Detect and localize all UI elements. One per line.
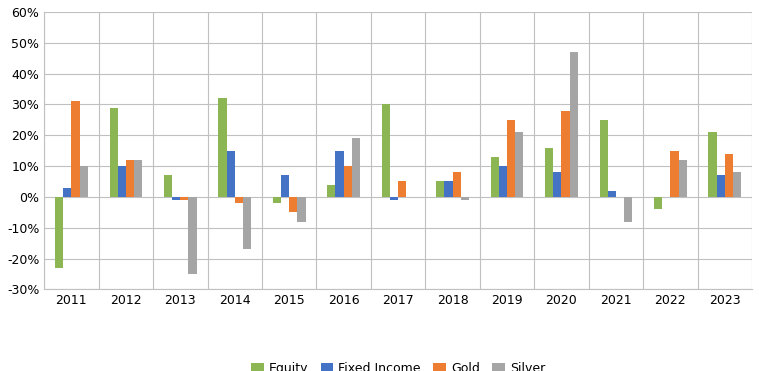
Bar — [515, 132, 524, 197]
Bar — [725, 154, 733, 197]
Bar — [600, 120, 608, 197]
Bar — [164, 175, 172, 197]
Bar — [452, 172, 461, 197]
Bar — [390, 197, 398, 200]
Bar — [733, 172, 742, 197]
Bar — [118, 166, 126, 197]
Bar — [134, 160, 142, 197]
Bar — [344, 166, 352, 197]
Bar — [679, 160, 687, 197]
Bar — [71, 101, 80, 197]
Bar — [670, 151, 679, 197]
Bar — [382, 104, 390, 197]
Bar — [507, 120, 515, 197]
Bar — [461, 197, 469, 200]
Bar — [499, 166, 507, 197]
Bar — [335, 151, 344, 197]
Bar — [63, 188, 71, 197]
Bar — [235, 197, 243, 203]
Bar — [188, 197, 197, 274]
Bar — [227, 151, 235, 197]
Bar — [273, 197, 281, 203]
Bar — [80, 166, 88, 197]
Bar — [352, 138, 360, 197]
Bar — [445, 181, 452, 197]
Bar — [281, 175, 289, 197]
Bar — [219, 98, 227, 197]
Bar — [654, 197, 662, 209]
Bar — [608, 191, 616, 197]
Bar — [553, 172, 562, 197]
Bar — [327, 184, 335, 197]
Bar — [289, 197, 298, 212]
Bar — [181, 197, 188, 200]
Bar — [562, 111, 570, 197]
Bar — [436, 181, 445, 197]
Bar — [243, 197, 251, 249]
Bar — [708, 132, 716, 197]
Bar — [109, 108, 118, 197]
Bar — [624, 197, 632, 221]
Legend: Equity, Fixed Income, Gold, Silver: Equity, Fixed Income, Gold, Silver — [247, 357, 550, 371]
Bar — [545, 148, 553, 197]
Bar — [490, 157, 499, 197]
Bar — [298, 197, 306, 221]
Bar — [570, 52, 578, 197]
Bar — [55, 197, 63, 268]
Bar — [716, 175, 725, 197]
Bar — [126, 160, 134, 197]
Bar — [398, 181, 406, 197]
Bar — [172, 197, 181, 200]
